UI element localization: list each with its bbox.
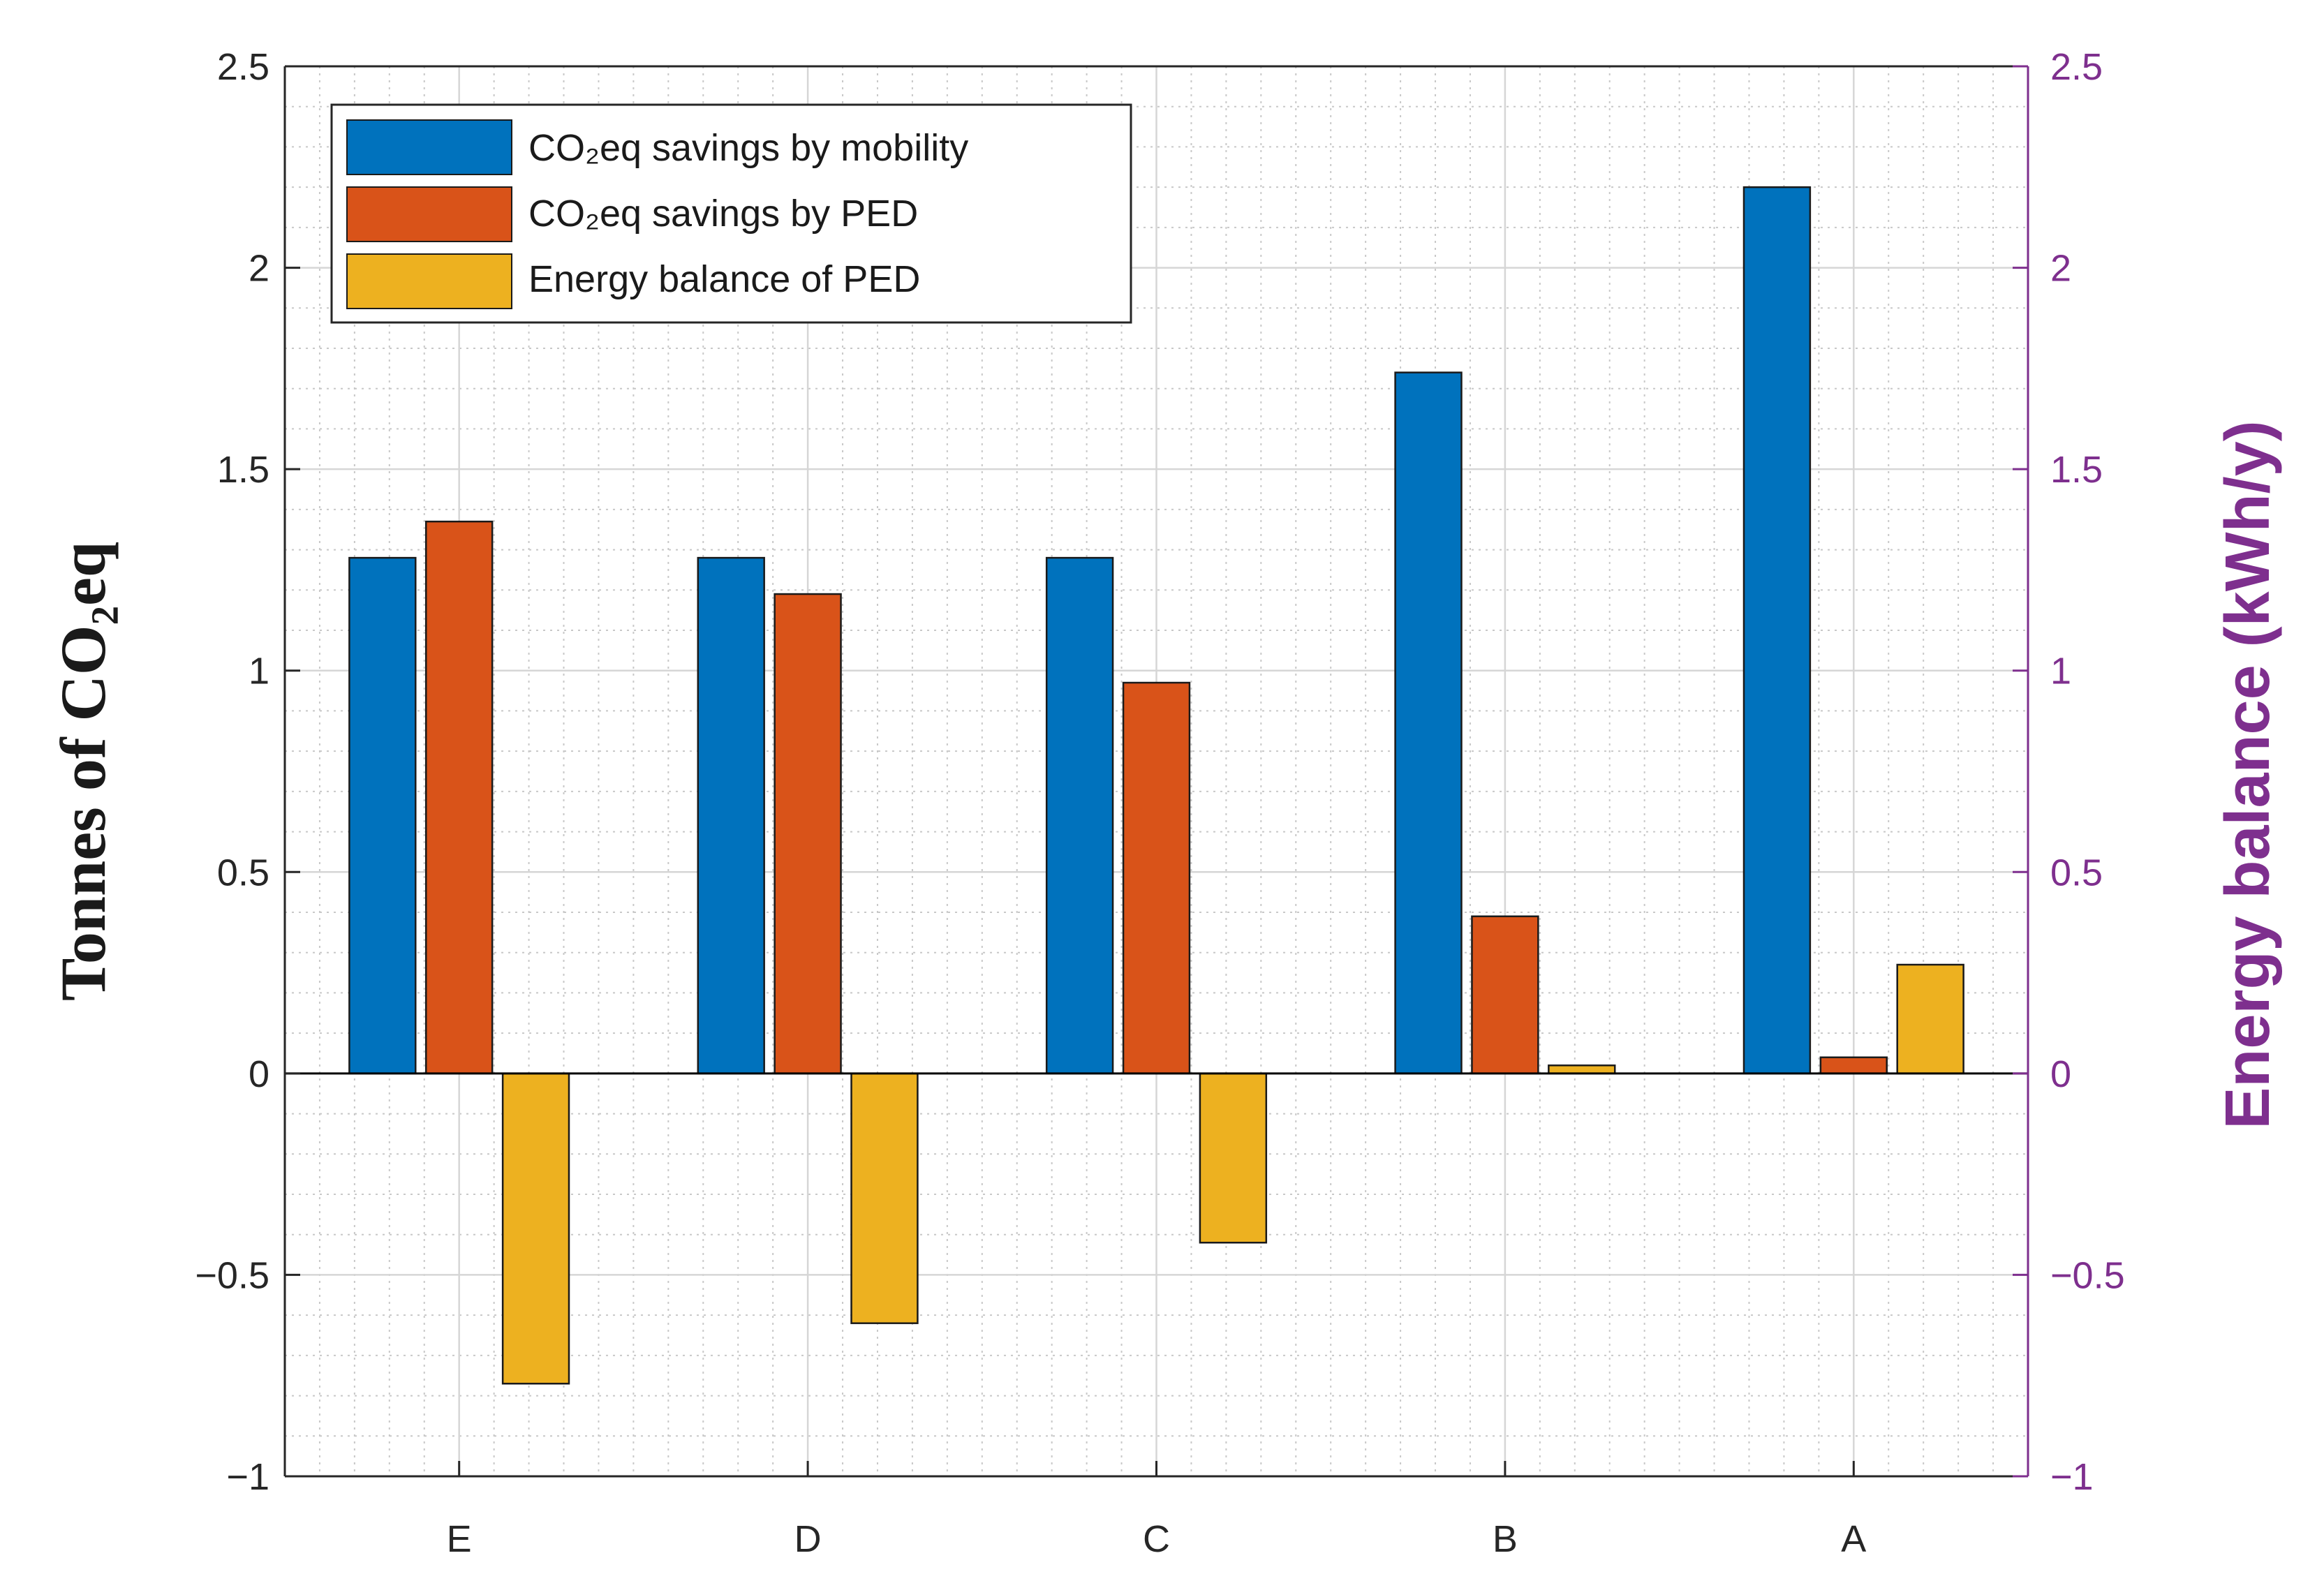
- bar-ped-savings-E: [425, 520, 494, 1075]
- y-right-tick-label: 0: [2050, 1053, 2071, 1095]
- y-left-tick-label: 2: [249, 248, 269, 290]
- y-left-tick-label: 1.5: [217, 449, 269, 491]
- y-left-tick-label: −0.5: [195, 1254, 269, 1296]
- y-right-tick-label: −1: [2050, 1456, 2094, 1498]
- legend-swatch-energy-balance: [346, 253, 512, 309]
- y-right-tick-label: 2.5: [2050, 46, 2103, 88]
- bar-ped-savings-A: [1819, 1056, 1888, 1075]
- bar-energy-balance-D: [850, 1072, 919, 1324]
- legend-item-mobility: CO₂eq savings by mobility: [346, 119, 968, 175]
- y-left-tick-label: 1: [249, 651, 269, 692]
- legend-label-mobility: CO₂eq savings by mobility: [528, 127, 968, 169]
- bar-ped-savings-C: [1122, 681, 1191, 1075]
- bar-ped-savings-B: [1471, 915, 1539, 1075]
- bar-energy-balance-E: [501, 1072, 570, 1385]
- y-right-tick-label: 2: [2050, 248, 2071, 290]
- legend-item-ped-savings: CO₂eq savings by PED: [346, 186, 918, 242]
- y-axis-right-label: Energy balance (kWh/y): [2213, 420, 2283, 1129]
- bar-mobility-C: [1045, 556, 1114, 1075]
- bar-ped-savings-D: [774, 593, 842, 1075]
- legend-label-ped-savings: CO₂eq savings by PED: [528, 193, 918, 235]
- y-left-tick-label: 0: [249, 1053, 269, 1095]
- y-left-tick-label: 2.5: [217, 46, 269, 88]
- bar-mobility-D: [697, 556, 765, 1075]
- x-tick-label: E: [447, 1518, 472, 1560]
- y-left-tick-label: −1: [226, 1456, 269, 1498]
- legend-label-energy-balance: Energy balance of PED: [528, 258, 920, 300]
- y-right-tick-label: 0.5: [2050, 852, 2103, 893]
- bar-energy-balance-B: [1548, 1064, 1616, 1075]
- x-tick-label: A: [1841, 1518, 1866, 1560]
- x-tick-label: D: [794, 1518, 822, 1560]
- bar-mobility-E: [348, 556, 417, 1075]
- x-tick-label: B: [1493, 1518, 1518, 1560]
- bars: [348, 186, 1964, 1385]
- bar-energy-balance-C: [1199, 1072, 1268, 1244]
- bar-energy-balance-A: [1896, 963, 1964, 1075]
- y-left-tick-label: 0.5: [217, 852, 269, 893]
- bar-mobility-B: [1394, 371, 1463, 1075]
- legend: CO₂eq savings by mobility CO₂eq savings …: [330, 103, 1132, 324]
- y-axis-right-ticks: −1 −0.5 0 0.5 1 1.5 2 2.5: [2013, 46, 2125, 1498]
- y-axis-left-ticks: −1 −0.5 0 0.5 1 1.5 2 2.5: [195, 46, 300, 1498]
- y-right-tick-label: −0.5: [2050, 1254, 2125, 1296]
- y-right-tick-label: 1: [2050, 651, 2071, 692]
- x-tick-label: C: [1143, 1518, 1170, 1560]
- y-right-tick-label: 1.5: [2050, 449, 2103, 491]
- y-axis-left-label: Tonnes of CO₂eq: [47, 542, 119, 1001]
- bar-mobility-A: [1742, 186, 1812, 1075]
- legend-swatch-mobility: [346, 119, 512, 175]
- legend-swatch-ped-savings: [346, 186, 512, 242]
- legend-item-energy-balance: Energy balance of PED: [346, 253, 920, 309]
